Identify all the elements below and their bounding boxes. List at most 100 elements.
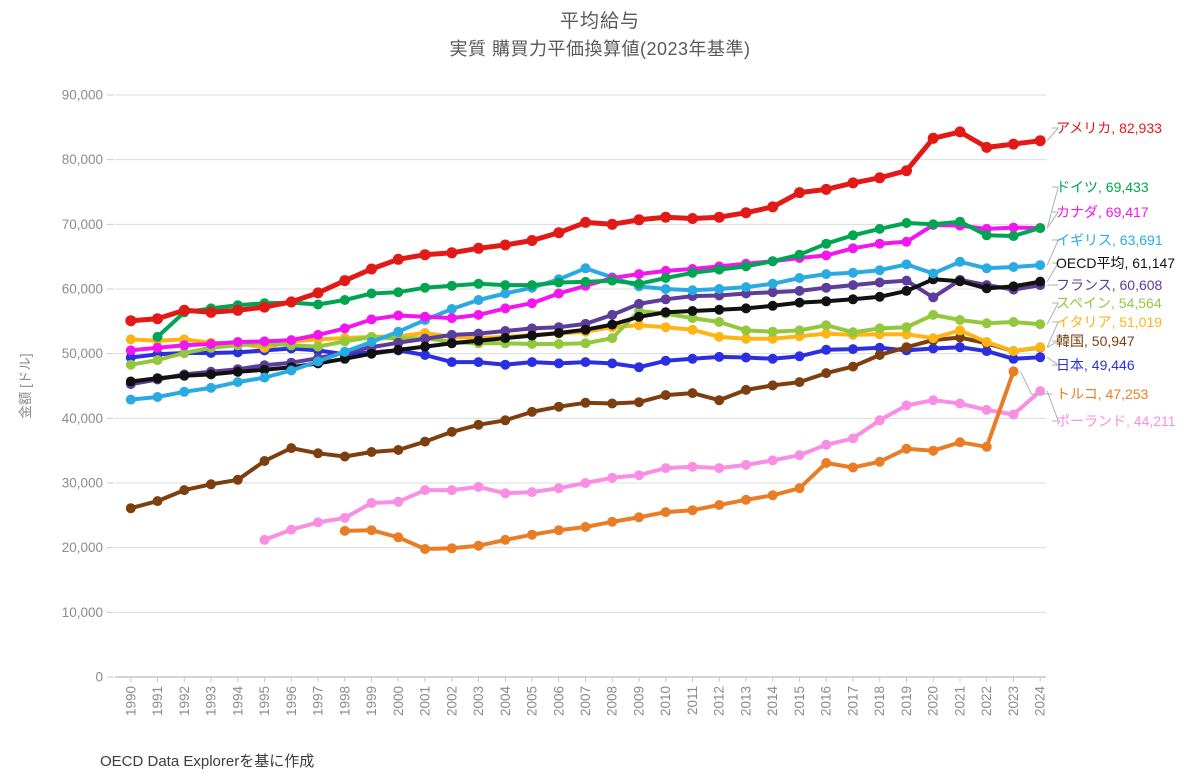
data-point <box>393 310 404 321</box>
data-point <box>767 256 778 267</box>
data-point <box>794 273 805 283</box>
data-point <box>687 213 698 224</box>
data-point <box>286 524 297 535</box>
x-tick-label: 1993 <box>204 686 219 716</box>
data-point <box>928 309 939 320</box>
data-point <box>313 517 323 528</box>
data-point <box>660 265 671 276</box>
label-leader-oecd-average <box>1046 262 1060 282</box>
data-point <box>848 327 858 338</box>
data-point <box>634 470 644 481</box>
data-point <box>901 218 912 228</box>
data-point <box>1035 342 1046 353</box>
y-tick-label: 70,000 <box>62 217 103 232</box>
data-point <box>955 216 965 227</box>
data-point <box>794 351 805 362</box>
data-point <box>687 324 698 335</box>
data-point <box>740 207 752 219</box>
data-point <box>794 483 805 494</box>
data-point <box>767 278 778 289</box>
data-point <box>420 282 430 293</box>
data-point <box>473 328 484 339</box>
data-point <box>901 329 912 340</box>
data-point <box>473 357 484 368</box>
data-point <box>366 314 377 325</box>
source-note: OECD Data Explorerを基に作成 <box>100 753 315 770</box>
data-point <box>981 318 992 329</box>
gridlines <box>107 94 1046 678</box>
series-oecd-average <box>125 274 1046 387</box>
data-point <box>874 323 885 334</box>
data-point <box>607 309 618 320</box>
data-point <box>393 532 404 543</box>
data-point <box>125 345 136 356</box>
x-axis-labels: 1990 1991 1992 1993 1994 1995 1996 1997 1998 1999… <box>123 677 1048 716</box>
data-point <box>660 273 671 283</box>
series-label-turkey: トルコ, 47,253 <box>1056 386 1149 402</box>
data-point <box>1008 346 1019 357</box>
data-point <box>500 359 511 370</box>
data-point <box>446 338 457 349</box>
data-point <box>928 333 939 344</box>
data-point <box>259 456 270 466</box>
data-point <box>500 288 511 299</box>
data-point <box>848 462 858 473</box>
data-point <box>955 256 965 267</box>
data-point <box>981 441 992 452</box>
data-point <box>634 311 644 322</box>
data-point <box>1008 231 1019 241</box>
data-point <box>1035 276 1046 287</box>
data-point <box>687 313 698 324</box>
data-point <box>607 358 618 369</box>
x-tick-label: 1997 <box>311 686 326 716</box>
data-point <box>928 219 939 230</box>
data-point <box>446 304 457 314</box>
data-point <box>821 328 832 339</box>
data-point <box>393 445 404 455</box>
y-tick-label: 0 <box>95 670 103 685</box>
series-uk <box>125 256 1046 405</box>
data-point <box>527 529 537 540</box>
data-point <box>874 456 885 467</box>
data-point <box>286 365 297 376</box>
data-point <box>259 364 270 375</box>
data-point <box>232 304 244 316</box>
data-point <box>794 325 805 336</box>
data-point <box>553 358 564 369</box>
data-point <box>955 276 965 287</box>
data-point <box>767 333 778 344</box>
data-point <box>125 334 136 345</box>
data-point <box>339 295 350 305</box>
data-point <box>660 211 672 223</box>
x-tick-label: 2007 <box>578 686 593 716</box>
data-point <box>553 525 564 536</box>
data-point <box>901 400 912 411</box>
data-point <box>366 337 377 347</box>
data-point <box>259 301 270 313</box>
data-point <box>125 503 136 514</box>
data-point <box>687 353 698 364</box>
data-point <box>874 238 885 249</box>
data-point <box>473 278 484 289</box>
data-point <box>981 141 993 153</box>
data-point <box>1008 409 1019 420</box>
data-point <box>580 263 591 274</box>
data-point <box>527 406 537 417</box>
data-point <box>901 259 912 270</box>
data-point <box>339 346 350 357</box>
data-point <box>927 132 939 144</box>
data-point <box>366 525 377 536</box>
data-point <box>874 223 885 234</box>
x-tick-label: 1999 <box>364 686 379 716</box>
data-point <box>152 496 163 507</box>
label-leader-germany <box>1046 186 1059 229</box>
data-point <box>259 372 270 383</box>
data-point <box>874 277 885 288</box>
data-point <box>794 377 805 388</box>
data-point <box>232 366 243 377</box>
data-point <box>607 398 618 409</box>
y-tick-label: 20,000 <box>62 540 103 555</box>
label-leader-poland <box>1046 390 1059 422</box>
data-point <box>232 337 243 347</box>
series-label-uk: イギリス, 63,691 <box>1056 232 1163 248</box>
